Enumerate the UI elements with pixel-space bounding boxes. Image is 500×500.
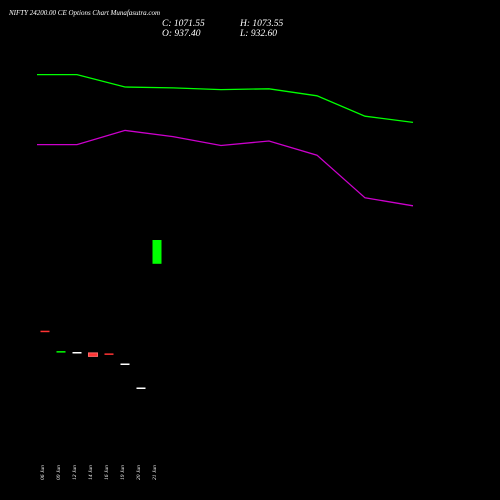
x-tick-label: 14 Jun (87, 465, 94, 480)
x-tick-label: 16 Jun (104, 465, 110, 480)
x-tick-label: 21 Jun (152, 465, 158, 480)
candle-14-jun (88, 352, 98, 357)
x-tick-label: 20 Jun (136, 465, 142, 480)
candle-20-jun (136, 387, 146, 389)
candle-09-jun (56, 351, 66, 353)
close-value: C: 1071.55 (162, 19, 205, 29)
upper-indicator-line (37, 73, 414, 124)
candle-21-jun (152, 240, 162, 264)
lower-indicator-line (37, 129, 414, 207)
x-tick-label: 09 Jun (56, 465, 62, 480)
chart-title: NIFTY 24200.00 CE Options Chart Munafasu… (9, 9, 161, 17)
high-value: H: 1073.55 (240, 19, 284, 29)
candle-06-jun (40, 330, 50, 333)
x-tick-label: 12 Jun (72, 465, 78, 480)
open-value: O: 937.40 (162, 29, 201, 39)
x-tick-label: 06 Jun (40, 465, 46, 480)
low-value: L: 932.60 (240, 29, 277, 39)
candle-16-jun (104, 353, 114, 355)
x-tick-label: 19 Jun (120, 465, 126, 480)
candle-12-jun (72, 352, 82, 354)
candle-19-jun (120, 363, 130, 365)
